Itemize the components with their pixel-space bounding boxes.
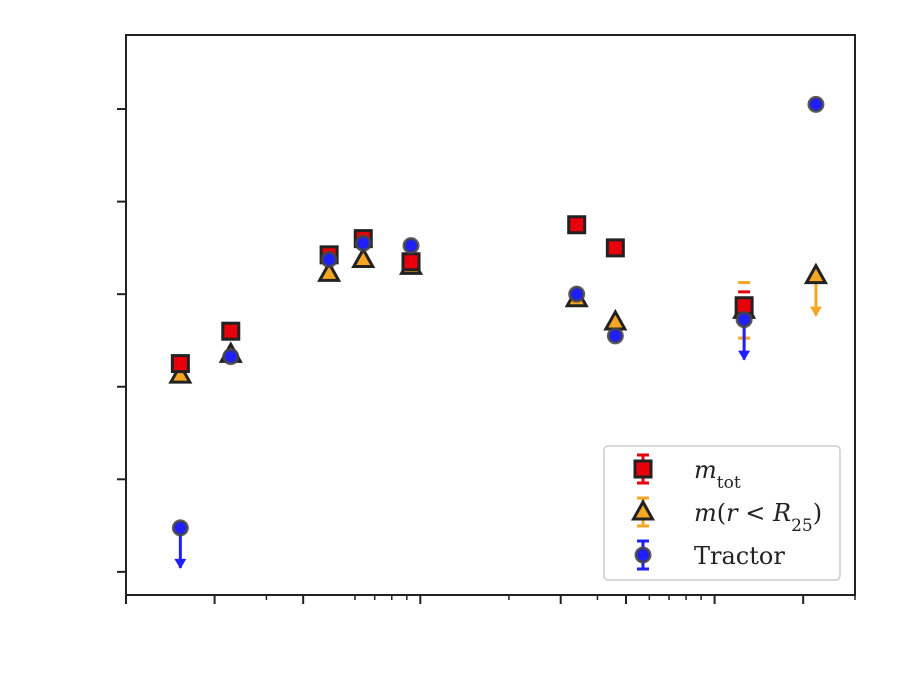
square-point-4 [401, 252, 421, 272]
legend-marker-circle [634, 546, 652, 564]
triangle-point-2 [317, 260, 342, 282]
triangle-point-8 [803, 262, 828, 285]
legend-label-m-r25-part-2: r [726, 499, 739, 527]
legend-label-tractor: Tractor [694, 542, 785, 570]
triangle-point-6 [603, 308, 628, 331]
legend-label-m-tot-part-1: tot [717, 473, 741, 493]
triangle-point-0 [168, 362, 193, 384]
legend-label-m-r25-part-5: 25 [791, 516, 813, 536]
square-point-0 [170, 354, 190, 374]
triangle-point-8-limit-arrow-head [809, 306, 822, 317]
legend-label-m-tot-part-0: m [694, 456, 717, 484]
legend-label-m-r25-part-3: < [738, 499, 773, 527]
legend-label-m-r25-part-1: ( [717, 499, 726, 527]
legend-label-m-r25: m(r < R25) [694, 499, 822, 536]
plot-frame [125, 34, 856, 596]
square-point-5 [567, 215, 587, 235]
legend-box [603, 445, 841, 581]
legend-label-m-tot: mtot [694, 456, 741, 493]
circle-point-7-limit-arrow-head [738, 350, 751, 361]
triangle-point-3 [351, 246, 376, 268]
square-point-1 [221, 321, 241, 341]
circle-point-0-limit-arrow-head [174, 558, 187, 569]
square-point-6 [605, 238, 625, 258]
legend-marker-square [633, 459, 653, 479]
legend-label-m-r25-part-0: m [694, 499, 717, 527]
legend-marker-triangle [630, 498, 656, 521]
legend-label-m-r25-part-4: R [772, 499, 791, 527]
legend-label-m-r25-part-6: ) [813, 499, 822, 527]
